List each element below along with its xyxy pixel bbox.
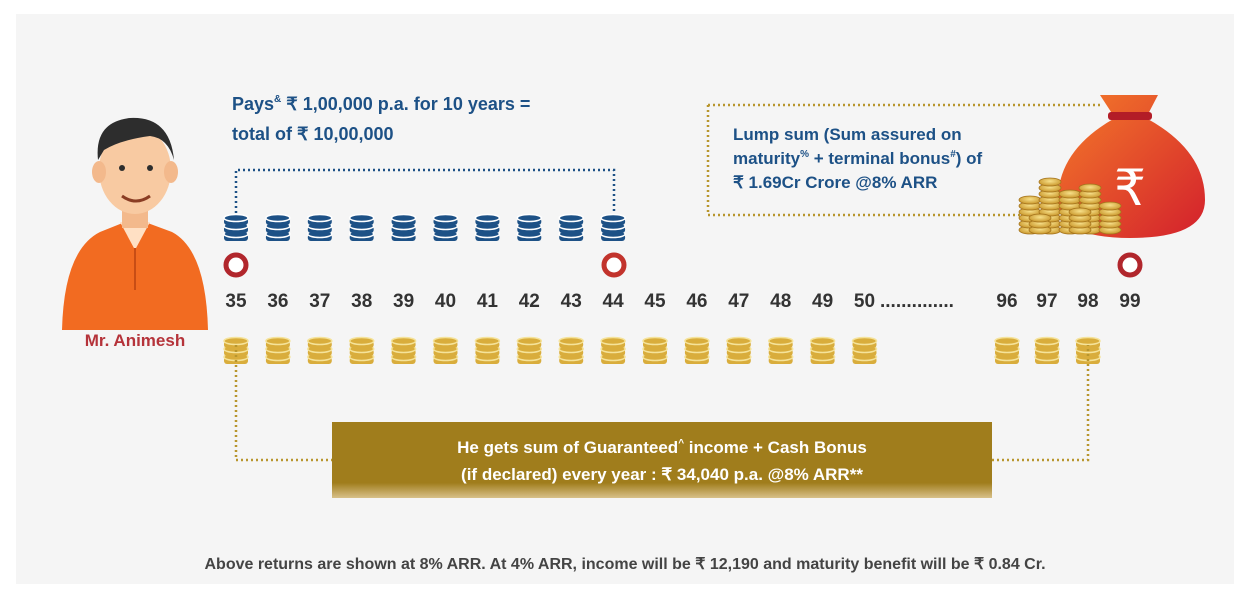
superscript: % xyxy=(800,149,809,160)
coin-top xyxy=(475,215,499,222)
coin-top xyxy=(559,215,583,222)
pile-coin xyxy=(1059,190,1081,198)
pile-coin xyxy=(1099,202,1121,210)
ellipsis: .............. xyxy=(880,291,954,312)
coin-top xyxy=(685,338,709,345)
age-label: 41 xyxy=(477,291,499,312)
age-label: 35 xyxy=(225,291,247,312)
age-label: 48 xyxy=(770,291,791,312)
coin-top xyxy=(601,215,625,222)
age-label: 39 xyxy=(393,291,414,312)
coin-top xyxy=(853,338,877,345)
coin-top xyxy=(1035,338,1059,345)
coin-top xyxy=(727,338,751,345)
age-label: 98 xyxy=(1077,291,1098,312)
age-label: 44 xyxy=(603,291,625,312)
person-name: Mr. Animesh xyxy=(85,331,185,350)
pile-coin xyxy=(1069,208,1091,216)
age-label: 47 xyxy=(728,291,749,312)
coin-top xyxy=(266,215,290,222)
age-label: 45 xyxy=(644,291,666,312)
pile-coin xyxy=(1039,178,1061,186)
coin-top xyxy=(266,338,290,345)
coin-top xyxy=(434,338,458,345)
age-label: 37 xyxy=(309,291,330,312)
age-label: 36 xyxy=(267,291,288,312)
coin-top xyxy=(475,338,499,345)
coin-top xyxy=(350,215,374,222)
age-label: 96 xyxy=(996,291,1017,312)
text-part: income + Cash Bonus xyxy=(684,438,867,457)
pays-text: total of ₹ 10,00,000 xyxy=(232,124,394,144)
text-part: ₹ 1,00,000 p.a. for 10 years = xyxy=(281,94,530,114)
coin-top xyxy=(392,215,416,222)
coin-top xyxy=(1076,338,1100,345)
timeline-node xyxy=(226,255,246,275)
coin-top xyxy=(224,338,248,345)
coin-top xyxy=(769,338,793,345)
income-text: He gets sum of Guaranteed^ income + Cash… xyxy=(457,438,867,457)
timeline-node xyxy=(604,255,624,275)
text-part: ) of xyxy=(956,149,983,168)
coin-top xyxy=(517,338,541,345)
text-part: maturity xyxy=(733,149,801,168)
coin-top xyxy=(643,338,667,345)
coin-top xyxy=(434,215,458,222)
age-label: 38 xyxy=(351,291,372,312)
coin-top xyxy=(308,338,332,345)
coin-top xyxy=(559,338,583,345)
pile-coin xyxy=(1029,214,1051,222)
coin-top xyxy=(350,338,374,345)
age-label: 43 xyxy=(561,291,582,312)
coin-top xyxy=(517,215,541,222)
lump-text: maturity% + terminal bonus#) of xyxy=(733,149,983,168)
text-part: He gets sum of Guaranteed xyxy=(457,438,678,457)
superscript: & xyxy=(274,94,281,105)
age-label: 49 xyxy=(812,291,833,312)
age-label: 99 xyxy=(1119,291,1140,312)
lump-text: ₹ 1.69Cr Crore @8% ARR xyxy=(733,173,937,192)
coin-top xyxy=(601,338,625,345)
footer: Above returns are shown at 8% ARR. At 4%… xyxy=(204,556,1045,573)
age-label: 97 xyxy=(1036,291,1057,312)
text-part: + terminal bonus xyxy=(809,149,950,168)
timeline-node xyxy=(1120,255,1140,275)
income-text: (if declared) every year : ₹ 34,040 p.a.… xyxy=(461,465,863,484)
pile-coin xyxy=(1079,184,1101,192)
age-label: 50 xyxy=(854,291,875,312)
age-label: 40 xyxy=(435,291,456,312)
income-box xyxy=(332,422,992,498)
coin-top xyxy=(308,215,332,222)
coin-top xyxy=(392,338,416,345)
text-part: Pays xyxy=(232,94,274,114)
coin-top xyxy=(224,215,248,222)
lump-text: Lump sum (Sum assured on xyxy=(733,125,962,144)
coin-top xyxy=(811,338,835,345)
coin-top xyxy=(995,338,1019,345)
age-label: 46 xyxy=(686,291,707,312)
infographic: Mr. Animesh Pays& ₹ 1,00,000 p.a. for 10… xyxy=(0,0,1250,598)
age-label: 42 xyxy=(519,291,540,312)
pile-coin xyxy=(1019,196,1041,204)
